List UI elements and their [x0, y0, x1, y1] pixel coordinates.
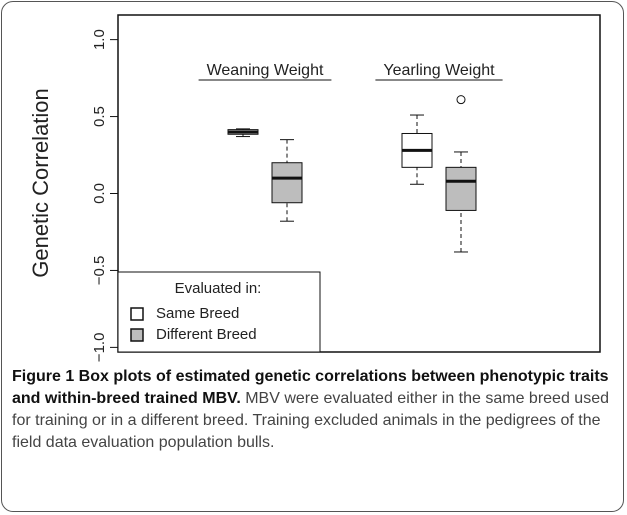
- legend-box: [117, 271, 321, 353]
- y-tick-label: −1.0: [91, 333, 108, 363]
- caption: Figure 1 Box plots of estimated genetic …: [12, 366, 616, 454]
- legend-label: Different Breed: [156, 326, 257, 343]
- box: [271, 162, 303, 204]
- group-label: Weaning Weight: [207, 62, 324, 79]
- y-axis-label: Genetic Correlation: [28, 88, 53, 278]
- legend-swatch: [130, 328, 144, 342]
- y-tick-label: 1.0: [91, 29, 108, 50]
- caption-title: Figure 1 Box plots of estimated genetic …: [12, 368, 609, 407]
- outlier: [456, 95, 466, 105]
- y-tick-label: −0.5: [91, 256, 108, 286]
- y-tick-label: 0.0: [91, 183, 108, 204]
- box: [445, 166, 477, 211]
- legend-label: Same Breed: [156, 305, 239, 322]
- group-label: Yearling Weight: [383, 62, 495, 79]
- legend-swatch: [130, 307, 144, 321]
- plot-frame: [117, 14, 601, 353]
- caption-text: MBV were evaluated either in the same br…: [12, 390, 609, 451]
- legend-title: Evaluated in:: [175, 280, 262, 297]
- chart: Genetic Correlation −1.0 −0.5 0.0 0.5 1.0 Wea…: [28, 14, 601, 363]
- y-tick-label: 0.5: [91, 106, 108, 127]
